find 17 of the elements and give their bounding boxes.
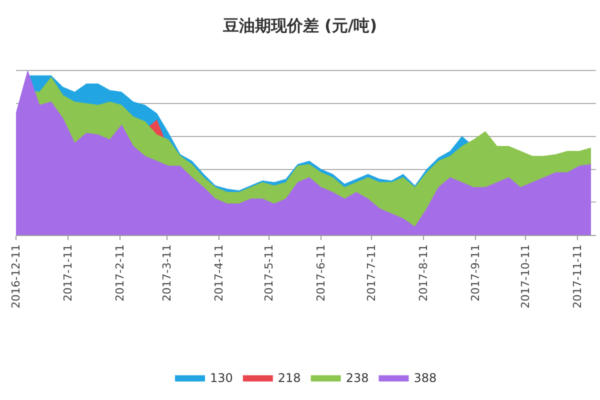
x-tick-label: 2017-2-11 <box>114 244 127 302</box>
x-tick-label: 2017-8-11 <box>416 244 430 302</box>
chart-title: 豆油期现价差 (元/吨) <box>222 16 378 36</box>
x-tick-label: 2016-12-11 <box>10 244 23 308</box>
legend-label: 218 <box>278 371 301 386</box>
legend-label: 388 <box>414 371 437 386</box>
x-tick-label: 2017-7-11 <box>364 244 378 302</box>
x-tick-label: 2017-1-11 <box>62 244 75 302</box>
x-tick-label: 2017-5-11 <box>262 244 276 302</box>
x-tick-label: 2017-3-11 <box>160 244 174 302</box>
x-tick-label: 2017-10-11 <box>519 244 532 308</box>
x-tick-label: 2017-9-11 <box>468 244 482 302</box>
x-tick-label: 2017-6-11 <box>314 244 328 302</box>
legend-label: 238 <box>346 371 369 386</box>
legend-label: 130 <box>210 371 233 386</box>
x-tick-label: 2017-11-11 <box>571 244 584 308</box>
x-tick-label: 2017-4-11 <box>212 244 226 302</box>
